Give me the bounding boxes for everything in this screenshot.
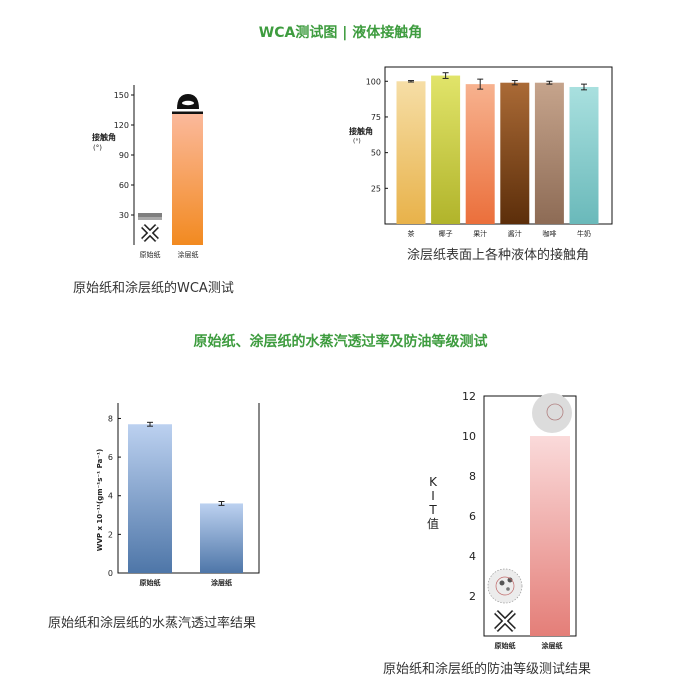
y-tick-label: 6 bbox=[469, 510, 476, 523]
plot-frame bbox=[384, 66, 613, 225]
y-axis-label-char: T bbox=[428, 503, 437, 517]
bar bbox=[172, 113, 203, 245]
oil-spot-image-raw bbox=[487, 568, 523, 604]
y-axis-label: 接触角 bbox=[349, 126, 373, 136]
error-bar bbox=[581, 83, 587, 91]
y-tick-label: 25 bbox=[371, 184, 381, 193]
bar bbox=[530, 436, 570, 636]
bar bbox=[396, 81, 426, 224]
x-tick-label: 椰子 bbox=[439, 229, 453, 238]
x-tick-label: 果汁 bbox=[473, 229, 487, 238]
caption-wca: 原始纸和涂层纸的WCA测试 bbox=[73, 281, 234, 296]
water-droplet-icon bbox=[177, 94, 199, 109]
x-tick-label: 茶 bbox=[408, 229, 415, 238]
bar bbox=[500, 82, 530, 224]
y-tick-label: 0 bbox=[108, 569, 113, 578]
heading-wca: WCA测试图 | 液体接触角 bbox=[258, 25, 423, 41]
y-axis-label-unit: (°) bbox=[353, 138, 361, 145]
y-axis-label-unit: (°) bbox=[93, 144, 102, 152]
y-tick-label: 50 bbox=[371, 149, 381, 158]
y-tick-label: 60 bbox=[119, 181, 129, 190]
x-tick-label: 咖啡 bbox=[542, 229, 556, 238]
bar bbox=[534, 82, 564, 224]
x-tick-label: 酱汁 bbox=[508, 229, 522, 238]
y-tick-label: 8 bbox=[108, 414, 113, 423]
caption-liquids: 涂层纸表面上各种液体的接触角 bbox=[407, 248, 590, 263]
y-tick-label: 150 bbox=[114, 91, 129, 100]
x-tick-label: 涂层纸 bbox=[178, 250, 199, 259]
y-tick-label: 30 bbox=[119, 211, 129, 220]
error-bar bbox=[477, 78, 484, 90]
error-bar bbox=[218, 501, 225, 506]
bar bbox=[569, 86, 599, 225]
x-tick-label: 原始纸 bbox=[140, 250, 161, 259]
y-axis-label: WVP x 10⁻¹¹(gm⁻¹s⁻¹ Pa⁻¹) bbox=[96, 449, 104, 551]
y-tick-label: 2 bbox=[469, 590, 476, 603]
y-tick-label: 2 bbox=[108, 530, 113, 539]
caption-kit: 原始纸和涂层纸的防油等级测试结果 bbox=[383, 662, 592, 677]
bar bbox=[138, 213, 162, 217]
wet-paper-icon bbox=[141, 224, 159, 242]
y-axis-label-char: I bbox=[431, 489, 435, 503]
bar bbox=[465, 84, 495, 224]
bar bbox=[200, 503, 243, 573]
y-axis-label-char: 值 bbox=[427, 516, 439, 531]
y-axis-label: 接触角 bbox=[92, 132, 116, 142]
bar bbox=[128, 424, 172, 573]
y-tick-label: 6 bbox=[108, 453, 113, 462]
caption-wvp: 原始纸和涂层纸的水蒸汽透过率结果 bbox=[48, 616, 257, 631]
bar-cap bbox=[172, 111, 203, 114]
y-axis-label-char: K bbox=[429, 475, 438, 489]
y-tick-label: 4 bbox=[108, 492, 113, 501]
plot-frame bbox=[117, 403, 260, 574]
error-bar bbox=[408, 80, 414, 83]
x-tick-label: 牛奶 bbox=[577, 229, 591, 238]
x-tick-label: 原始纸 bbox=[495, 641, 516, 650]
bar-shade bbox=[138, 217, 162, 220]
error-bar bbox=[546, 80, 553, 85]
y-tick-label: 90 bbox=[119, 151, 129, 160]
x-tick-label: 原始纸 bbox=[140, 578, 161, 587]
error-bar bbox=[442, 72, 449, 79]
y-tick-label: 8 bbox=[469, 470, 476, 483]
y-tick-label: 120 bbox=[114, 121, 129, 130]
fail-cross-icon bbox=[494, 610, 516, 632]
y-tick-label: 4 bbox=[469, 550, 476, 563]
y-tick-label: 100 bbox=[366, 77, 381, 86]
bar bbox=[431, 75, 461, 225]
x-tick-label: 涂层纸 bbox=[211, 578, 232, 587]
y-tick-label: 75 bbox=[371, 113, 381, 122]
y-tick-label: 10 bbox=[462, 430, 476, 443]
x-tick-label: 涂层纸 bbox=[542, 641, 563, 650]
heading-wvp-kit: 原始纸、涂层纸的水蒸汽透过率及防油等级测试 bbox=[193, 334, 488, 350]
error-bar bbox=[511, 80, 518, 86]
error-bar bbox=[147, 421, 153, 427]
y-tick-label: 12 bbox=[462, 390, 476, 403]
oil-spot-image-coated bbox=[532, 393, 572, 433]
